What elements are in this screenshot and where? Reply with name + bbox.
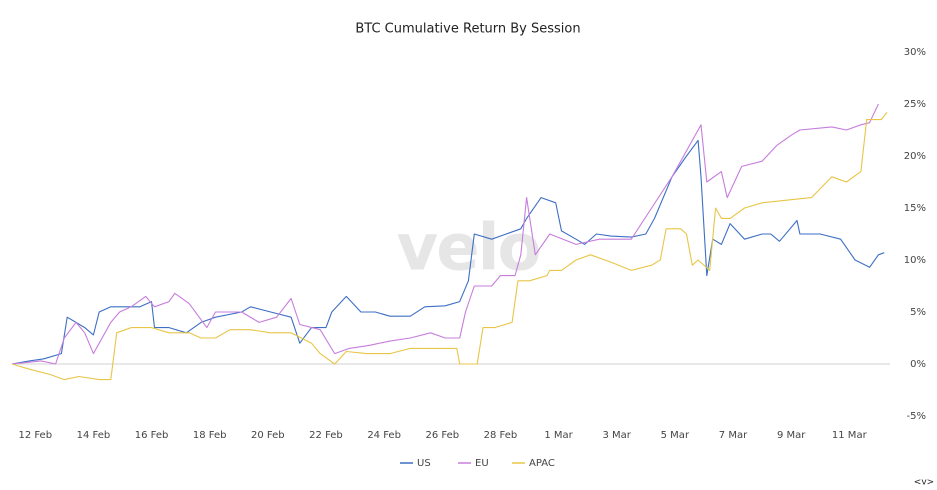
chart-title: BTC Cumulative Return By Session	[355, 22, 580, 37]
x-tick-label: 3 Mar	[603, 430, 632, 441]
x-tick-label: 16 Feb	[135, 430, 169, 441]
series-line	[11, 139, 885, 365]
x-tick-label: 11 Mar	[832, 430, 868, 441]
y-tick-label: 15%	[904, 203, 926, 214]
x-tick-label: 22 Feb	[309, 430, 343, 441]
x-tick-label: 14 Feb	[77, 430, 111, 441]
x-tick-label: 9 Mar	[777, 430, 806, 441]
y-tick-label: -5%	[907, 411, 926, 422]
y-tick-label: 5%	[910, 307, 926, 318]
x-tick-label: 18 Feb	[193, 430, 227, 441]
y-tick-label: 30%	[904, 47, 926, 58]
series-line	[11, 111, 888, 381]
watermark: velo	[396, 212, 539, 286]
x-tick-label: 28 Feb	[484, 430, 518, 441]
x-tick-label: 5 Mar	[661, 430, 690, 441]
x-tick-label: 7 Mar	[719, 430, 748, 441]
y-tick-label: 20%	[904, 151, 926, 162]
legend-label: APAC	[529, 458, 555, 469]
series-line	[11, 103, 879, 365]
legend-label: EU	[475, 458, 489, 469]
legend-label: US	[417, 458, 431, 469]
y-tick-label: 10%	[904, 255, 926, 266]
x-tick-label: 12 Feb	[18, 430, 52, 441]
x-tick-label: 24 Feb	[367, 430, 401, 441]
corner-icon: <v>	[914, 478, 934, 488]
y-tick-label: 0%	[910, 359, 926, 370]
x-tick-label: 1 Mar	[544, 430, 573, 441]
x-tick-label: 20 Feb	[251, 430, 285, 441]
y-tick-label: 25%	[904, 99, 926, 110]
x-tick-label: 26 Feb	[425, 430, 459, 441]
